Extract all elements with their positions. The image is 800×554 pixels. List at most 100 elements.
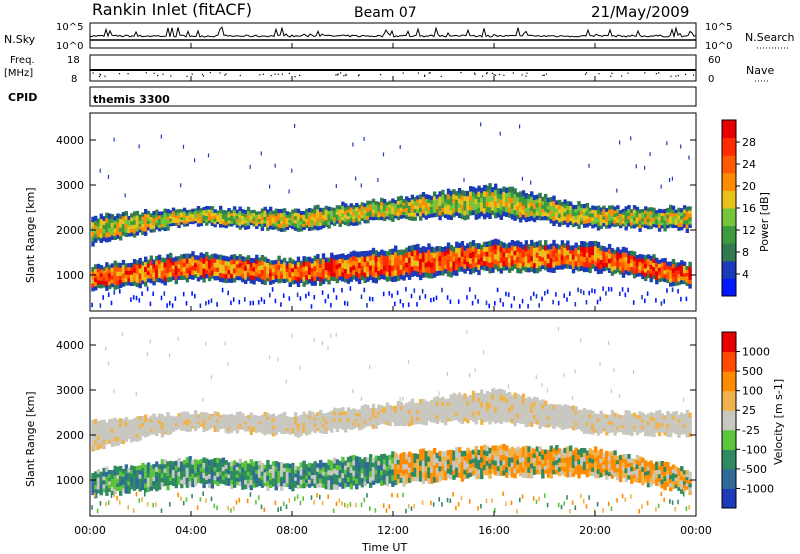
heatmap-cell xyxy=(144,469,148,475)
heatmap-cell xyxy=(316,421,320,425)
heatmap-cell xyxy=(602,266,606,272)
heatmap-cell xyxy=(257,277,262,282)
heatmap-cell xyxy=(419,403,423,408)
heatmap-cell xyxy=(605,214,609,219)
heatmap-cell xyxy=(257,464,262,470)
heatmap-cell xyxy=(302,465,306,471)
nave-point xyxy=(98,75,100,77)
heatmap-cell xyxy=(194,270,198,275)
heatmap-cell xyxy=(205,269,209,275)
heatmap-cell xyxy=(516,196,520,202)
heatmap-cell xyxy=(277,422,281,427)
heatmap-cell xyxy=(124,473,128,480)
heatmap-cell xyxy=(99,479,103,484)
heatmap-cell xyxy=(271,424,276,430)
heatmap-cell xyxy=(135,282,140,288)
date-title: 21/May/2009 xyxy=(591,3,689,21)
heatmap-cell xyxy=(652,223,656,228)
heatmap-cell xyxy=(185,258,190,264)
heatmap-cell xyxy=(494,508,496,513)
nave-point xyxy=(498,73,500,76)
heatmap-cell xyxy=(260,215,265,220)
heatmap-cell xyxy=(477,406,481,412)
heatmap-cell xyxy=(255,267,259,273)
heatmap-cell xyxy=(391,293,393,298)
heatmap-cell xyxy=(505,265,509,271)
heatmap-cell xyxy=(249,300,252,306)
heatmap-cell xyxy=(513,392,517,399)
heatmap-cell xyxy=(377,460,381,466)
heatmap-cell xyxy=(255,276,259,281)
nave-point xyxy=(610,75,612,77)
heatmap-cell xyxy=(338,411,342,416)
heatmap-cell xyxy=(471,449,476,455)
heatmap-cell xyxy=(196,268,201,273)
heatmap-cell xyxy=(371,216,376,221)
heatmap-cell xyxy=(530,407,534,413)
heatmap-cell xyxy=(388,203,392,208)
heatmap-cell xyxy=(132,224,137,230)
heatmap-cell xyxy=(285,264,290,269)
heatmap-cell xyxy=(124,429,128,434)
heatmap-cell xyxy=(435,295,438,301)
heatmap-cell xyxy=(213,212,217,216)
heatmap-cell xyxy=(510,260,515,266)
heatmap-cell xyxy=(491,187,495,193)
heatmap-cell xyxy=(366,465,370,471)
heatmap-cell xyxy=(241,421,245,425)
heatmap-cell xyxy=(507,191,512,198)
heatmap-cell xyxy=(366,418,370,423)
heatmap-cell xyxy=(207,276,212,282)
heatmap-cell xyxy=(452,492,454,497)
heatmap-cell xyxy=(274,212,278,216)
heatmap-cell xyxy=(141,485,145,490)
heatmap-cell xyxy=(235,259,240,265)
heatmap-cell xyxy=(241,260,245,266)
heatmap-cell xyxy=(116,213,120,219)
heatmap-cell xyxy=(124,478,128,485)
heatmap-cell xyxy=(432,199,437,205)
heatmap-cell xyxy=(644,255,648,260)
heatmap-cell xyxy=(660,269,664,274)
heatmap-cell xyxy=(485,300,488,306)
heatmap-cell xyxy=(430,500,432,506)
heatmap-cell xyxy=(155,485,159,492)
heatmap-cell xyxy=(99,284,103,289)
nave-point xyxy=(494,74,497,76)
heatmap-cell xyxy=(341,410,345,416)
heatmap-cell xyxy=(580,217,584,222)
heatmap-cell xyxy=(660,258,664,263)
heatmap-cell xyxy=(280,423,284,428)
heatmap-cell xyxy=(507,470,512,476)
heatmap-cell xyxy=(121,223,126,229)
heatmap-cell xyxy=(335,501,338,507)
heatmap-cell xyxy=(180,412,184,416)
heatmap-cell xyxy=(452,401,456,407)
heatmap-cell xyxy=(235,415,240,420)
heatmap-cell xyxy=(196,463,201,469)
heatmap-cell xyxy=(138,214,142,218)
heatmap-cell xyxy=(302,256,306,262)
heatmap-cell xyxy=(446,463,451,469)
heatmap-cell xyxy=(674,215,678,220)
heatmap-cell xyxy=(580,220,584,225)
heatmap-cell xyxy=(355,415,359,419)
heatmap-cell xyxy=(210,209,215,214)
heatmap-cell xyxy=(432,272,437,278)
heatmap-cell xyxy=(357,220,362,225)
heatmap-cell xyxy=(257,216,262,220)
heatmap-cell xyxy=(135,268,140,274)
heatmap-cell xyxy=(99,419,103,426)
heatmap-cell xyxy=(127,435,131,440)
heatmap-cell xyxy=(171,222,176,226)
heatmap-cell xyxy=(349,466,353,473)
heatmap-cell xyxy=(185,220,190,224)
heatmap-cell xyxy=(174,465,178,471)
heatmap-cell xyxy=(505,402,509,408)
heatmap-cell xyxy=(388,249,392,255)
heatmap-cell xyxy=(449,449,453,456)
heatmap-cell xyxy=(96,420,101,427)
heatmap-cell xyxy=(249,262,253,267)
heatmap-cell xyxy=(380,264,384,270)
heatmap-cell xyxy=(671,276,676,282)
